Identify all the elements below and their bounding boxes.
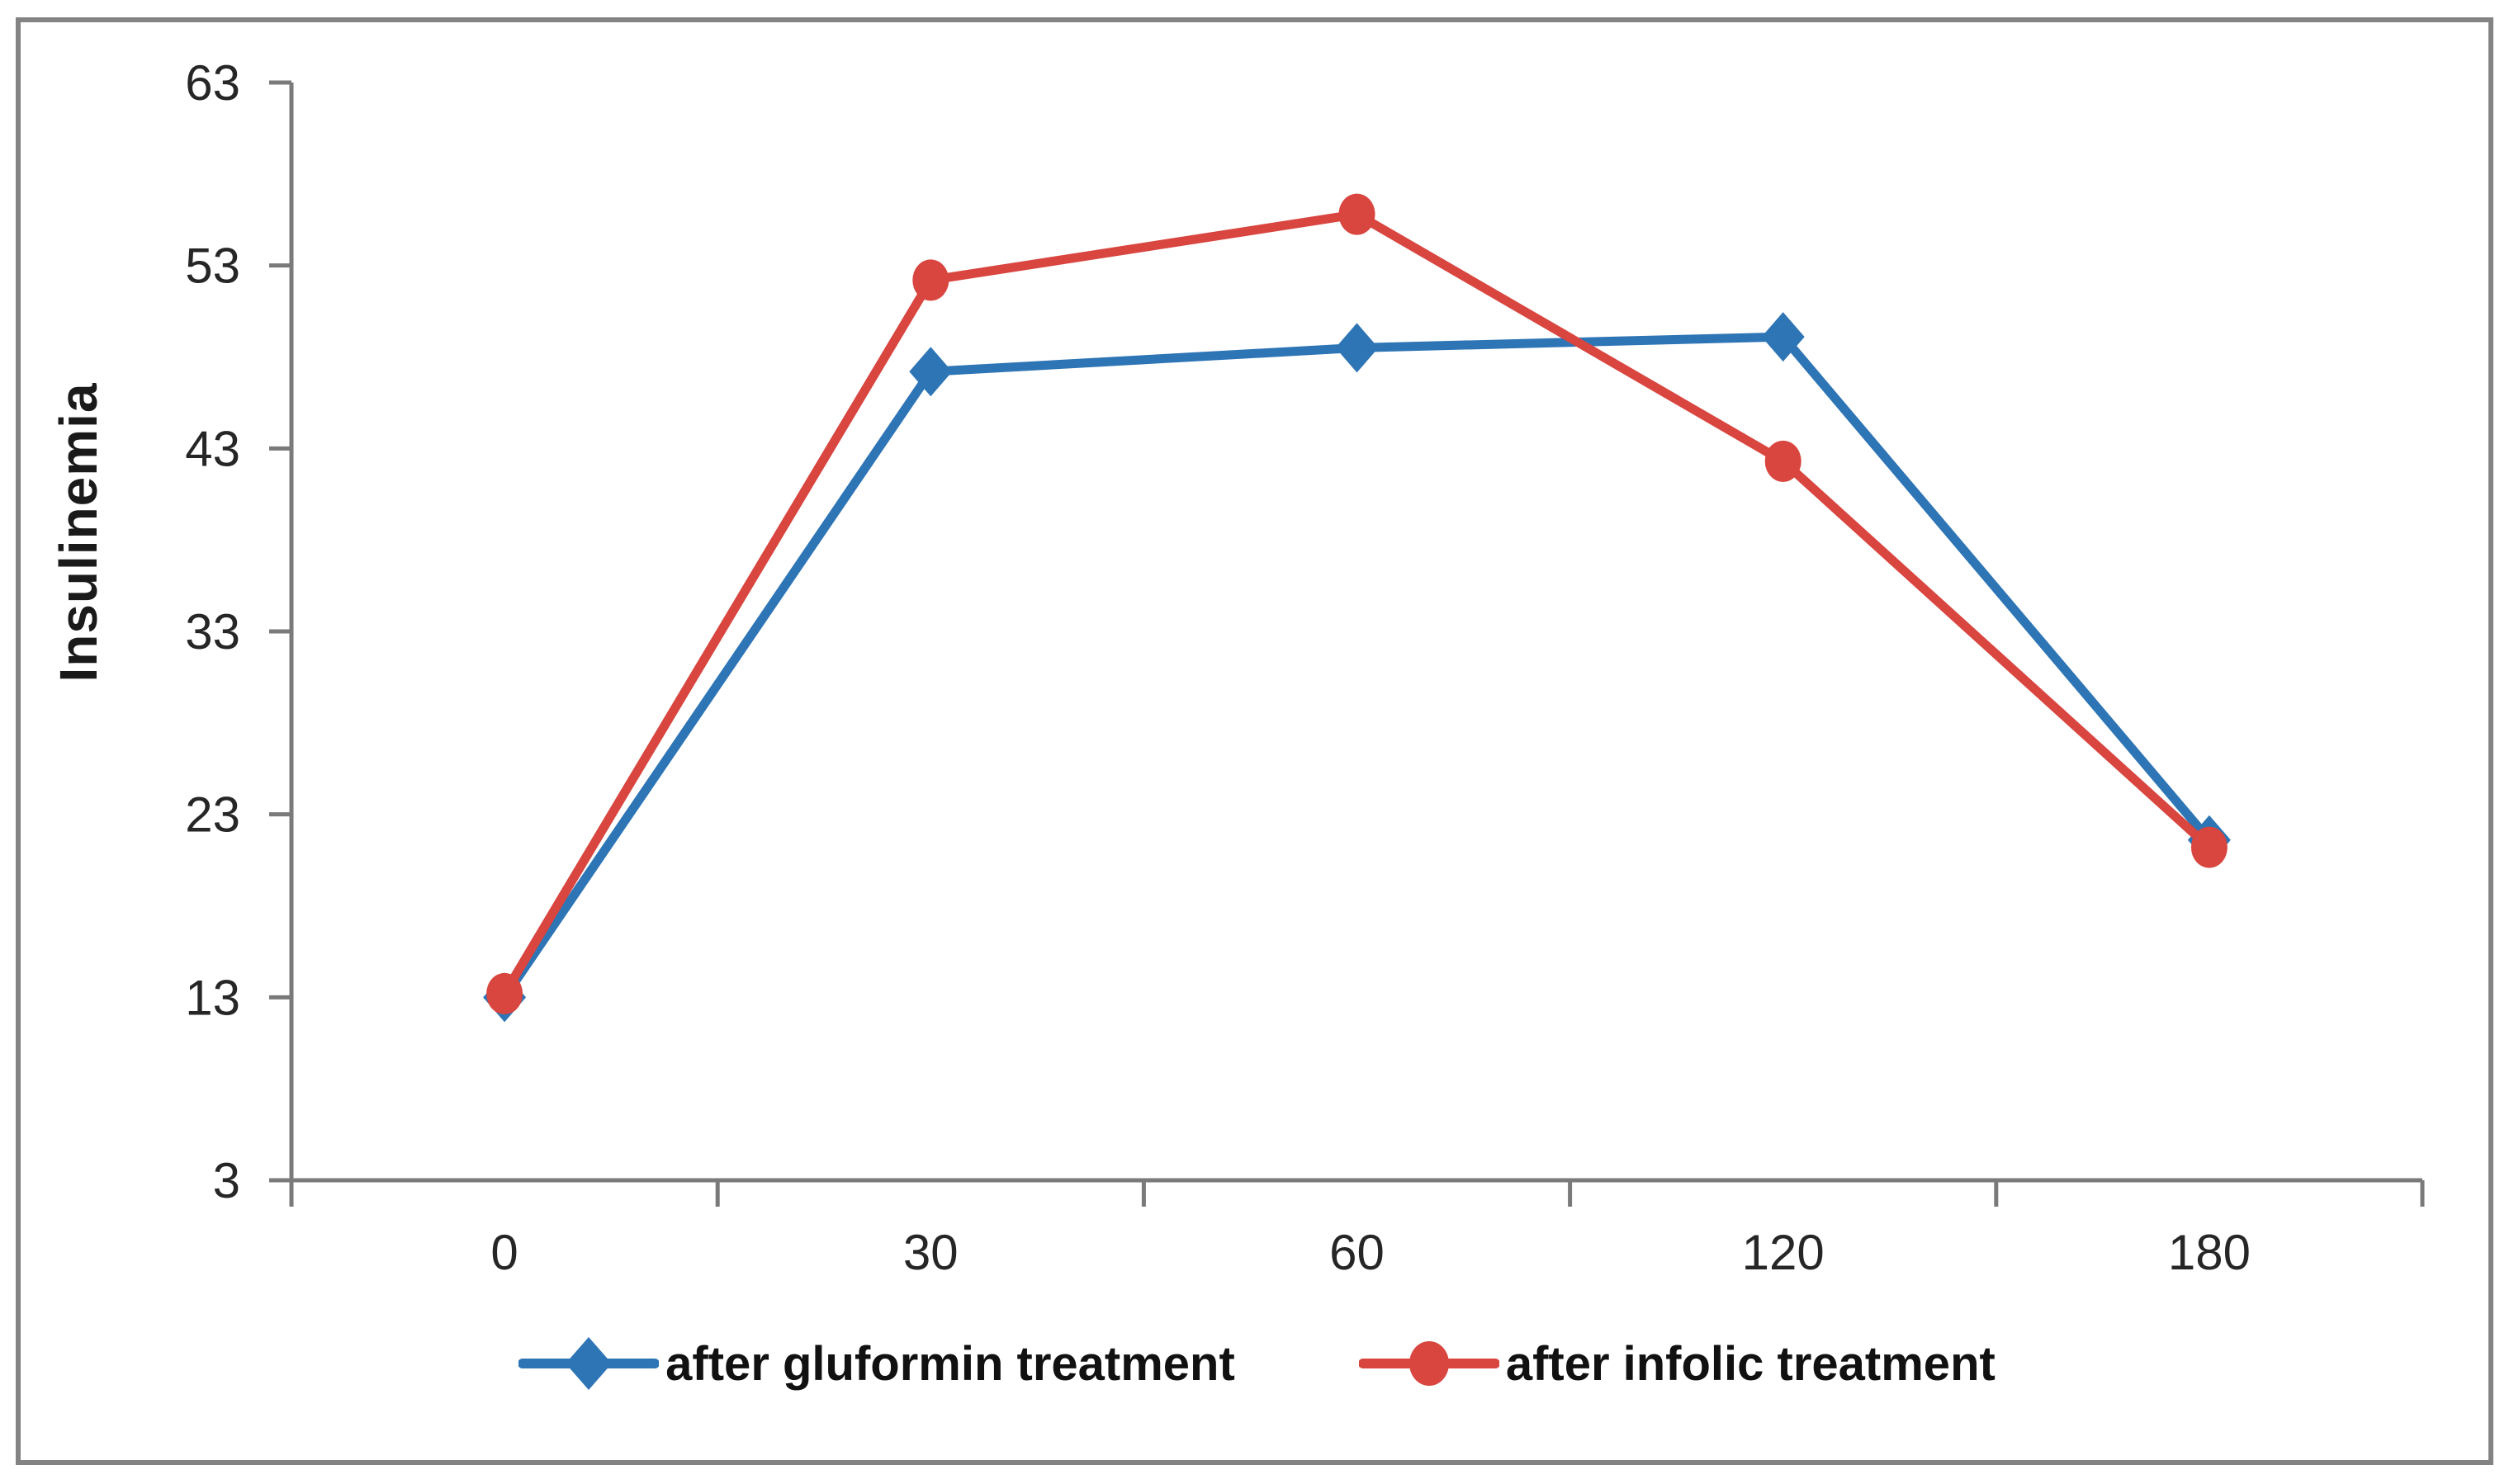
data-point-marker-after-infolic-treatment [1764,440,1801,482]
x-tick-label: 120 [1742,1225,1825,1280]
legend-circle-icon [1358,1341,1499,1386]
data-point-marker-after-infolic-treatment [912,259,949,301]
legend-label-after-infolic-treatment: after infolic treatment [1505,1336,1996,1391]
legend-item-after-infolic-treatment: after infolic treatment [1358,1326,1996,1401]
y-tick-label: 63 [185,55,240,111]
legend-diamond-icon [518,1337,660,1390]
x-tick-label: 30 [903,1225,959,1280]
chart-legend: after gluformin treatment after infolic t… [0,1314,2514,1413]
y-tick-label: 13 [185,970,240,1025]
series-line-after-gluformin-treatment [499,332,2214,1002]
data-point-marker-after-gluformin-treatment [909,347,953,397]
x-tick-label: 60 [1329,1225,1385,1280]
data-point-marker-after-gluformin-treatment [1335,323,1379,373]
y-tick-label: 3 [213,1153,240,1208]
y-tick-label: 53 [185,239,240,294]
y-tick-label: 43 [185,421,240,476]
legend-label-after-gluformin-treatment: after gluformin treatment [665,1336,1235,1391]
x-tick-label: 180 [2168,1225,2251,1280]
legend-item-after-gluformin-treatment: after gluformin treatment [518,1326,1235,1401]
x-tick-label: 0 [490,1225,518,1280]
y-tick-label: 33 [185,604,240,659]
data-point-marker-after-infolic-treatment [1338,193,1375,235]
data-point-marker-after-infolic-treatment [2190,826,2228,868]
data-point-marker-after-infolic-treatment [486,972,523,1014]
data-point-marker-after-gluformin-treatment [1761,312,1805,362]
y-axis-title: Insulinemia [49,382,108,683]
figure-border [16,17,2493,1465]
y-tick-label: 23 [185,787,240,843]
